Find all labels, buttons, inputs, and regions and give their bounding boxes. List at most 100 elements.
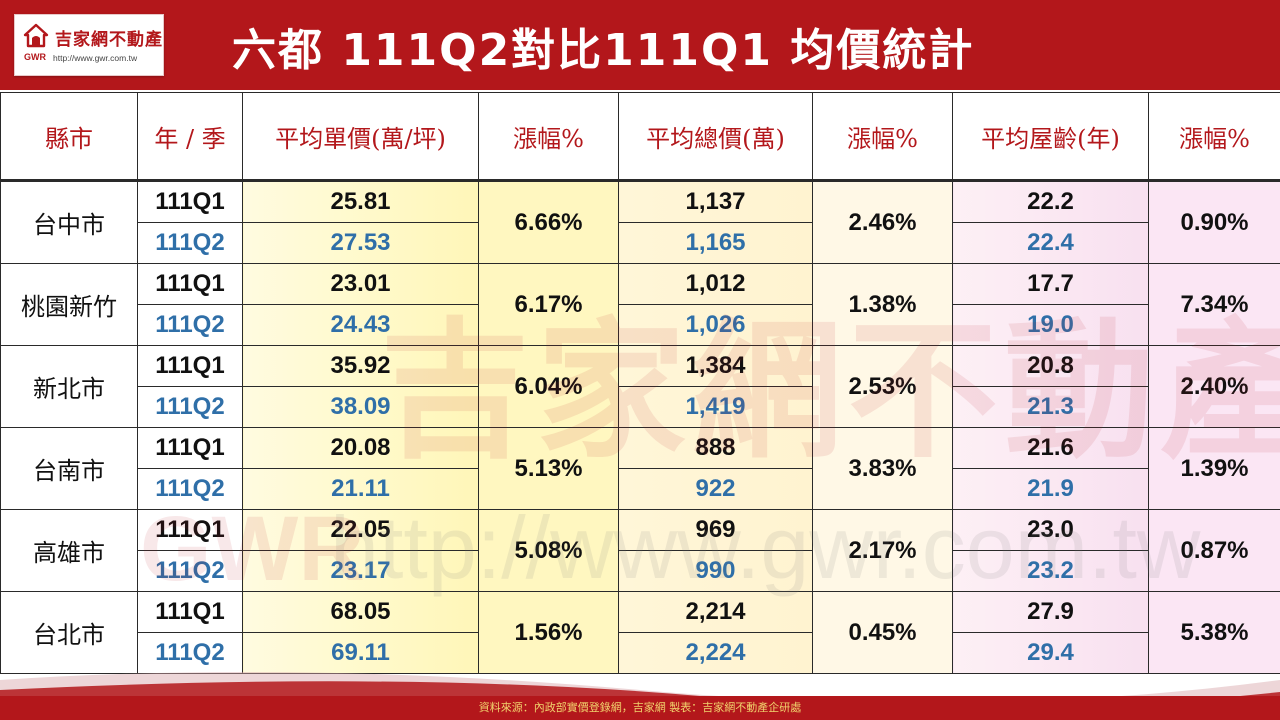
age-change-cell: 0.90% [1148,180,1280,264]
page-title: 六都 111Q2對比111Q1 均價統計 [232,25,975,76]
table-row: 新北市 111Q1 35.92 6.04% 1,384 2.53% 20.8 2… [0,345,1280,428]
table-row: 高雄市 111Q1 22.05 5.08% 969 2.17% 23.0 0.8… [0,509,1280,592]
house-age-cell: 19.0 [952,304,1149,346]
total-change-cell: 2.17% [812,509,953,592]
logo-abbr: GWR [24,52,46,62]
unit-change-cell: 6.04% [478,345,619,428]
house-age-cell: 21.6 [952,427,1149,469]
quarter-cell: 111Q2 [137,222,243,264]
total-price-cell: 1,384 [618,345,813,387]
unit-price-cell: 38.09 [242,386,479,428]
unit-price-cell: 22.05 [242,509,479,551]
city-cell: 台南市 [0,427,138,510]
unit-change-cell: 6.17% [478,263,619,346]
col-header-age-change: 漲幅% [1148,92,1280,181]
unit-change-cell: 5.13% [478,427,619,510]
header-banner: 吉家網不動產 GWR http://www.gwr.com.tw 六都 111Q… [0,0,1280,90]
quarter-cell: 111Q1 [137,509,243,551]
table-row: 111Q2 27.53 1,165 22.4 [1,222,1280,264]
city-cell: 台北市 [0,591,138,674]
total-change-cell: 2.53% [812,345,953,428]
age-change-cell: 1.39% [1148,427,1280,510]
city-cell: 新北市 [0,345,138,428]
quarter-cell: 111Q1 [137,591,243,633]
house-age-cell: 21.3 [952,386,1149,428]
total-change-cell: 2.46% [812,180,953,264]
quarter-cell: 111Q2 [137,468,243,510]
unit-price-cell: 68.05 [242,591,479,633]
unit-price-cell: 25.81 [242,180,479,223]
total-price-cell: 1,012 [618,263,813,305]
age-change-cell: 0.87% [1148,509,1280,592]
col-header-total-price: 平均總價(萬) [618,92,813,181]
house-age-cell: 21.9 [952,468,1149,510]
quarter-cell: 111Q1 [137,263,243,305]
house-age-cell: 17.7 [952,263,1149,305]
unit-change-cell: 5.08% [478,509,619,592]
unit-price-cell: 21.11 [242,468,479,510]
quarter-cell: 111Q1 [137,345,243,387]
total-price-cell: 2,224 [618,632,813,674]
total-price-cell: 990 [618,550,813,592]
total-price-cell: 2,214 [618,591,813,633]
unit-change-cell: 1.56% [478,591,619,674]
table-row: 台南市 111Q1 20.08 5.13% 888 3.83% 21.6 1.3… [0,427,1280,510]
price-statistics-table: 縣市 年 / 季 平均單價(萬/坪) 漲幅% 平均總價(萬) 漲幅% 平均屋齡(… [0,92,1280,674]
city-cell: 高雄市 [0,509,138,592]
table-row: 桃園新竹 111Q1 23.01 6.17% 1,012 1.38% 17.7 … [0,263,1280,346]
house-age-cell: 23.2 [952,550,1149,592]
table-row: 台中市 111Q1 25.81 6.66% 1,137 2.46% 22.2 0… [0,180,1280,264]
brand-logo[interactable]: 吉家網不動產 GWR http://www.gwr.com.tw [14,14,164,76]
logo-url: http://www.gwr.com.tw [53,53,138,63]
house-age-cell: 22.2 [952,180,1149,223]
city-cell: 桃園新竹 [0,263,138,346]
quarter-cell: 111Q1 [137,427,243,469]
city-cell: 台中市 [0,180,138,264]
col-header-unit-price: 平均單價(萬/坪) [242,92,479,181]
quarter-cell: 111Q2 [137,386,243,428]
table-row: 台北市 111Q1 68.05 1.56% 2,214 0.45% 27.9 5… [0,591,1280,674]
col-header-city: 縣市 [0,92,138,181]
house-logo-icon [23,23,49,48]
table-row: 111Q2 23.17 990 23.2 [1,550,1280,592]
footer-source-note: 資料來源：內政部實價登錄網，吉家網 製表：吉家網不動產企研處 [478,701,802,714]
unit-price-cell: 20.08 [242,427,479,469]
col-header-total-change: 漲幅% [812,92,953,181]
total-price-cell: 888 [618,427,813,469]
table-row: 111Q2 24.43 1,026 19.0 [1,304,1280,346]
total-price-cell: 1,137 [618,180,813,223]
total-change-cell: 1.38% [812,263,953,346]
table-row: 111Q2 69.11 2,224 29.4 [1,632,1280,674]
unit-price-cell: 23.01 [242,263,479,305]
unit-price-cell: 27.53 [242,222,479,264]
total-price-cell: 1,419 [618,386,813,428]
total-price-cell: 922 [618,468,813,510]
age-change-cell: 7.34% [1148,263,1280,346]
total-price-cell: 1,165 [618,222,813,264]
age-change-cell: 2.40% [1148,345,1280,428]
table-row: 111Q2 21.11 922 21.9 [1,468,1280,510]
price-table-container: 縣市 年 / 季 平均單價(萬/坪) 漲幅% 平均總價(萬) 漲幅% 平均屋齡(… [0,92,1280,696]
total-change-cell: 0.45% [812,591,953,674]
house-age-cell: 23.0 [952,509,1149,551]
total-change-cell: 3.83% [812,427,953,510]
age-change-cell: 5.38% [1148,591,1280,674]
house-age-cell: 22.4 [952,222,1149,264]
total-price-cell: 969 [618,509,813,551]
unit-change-cell: 6.66% [478,180,619,264]
table-row: 111Q2 38.09 1,419 21.3 [1,386,1280,428]
table-header-row: 縣市 年 / 季 平均單價(萬/坪) 漲幅% 平均總價(萬) 漲幅% 平均屋齡(… [0,92,1280,181]
unit-price-cell: 35.92 [242,345,479,387]
logo-name: 吉家網不動產 [55,30,163,50]
quarter-cell: 111Q2 [137,304,243,346]
quarter-cell: 111Q2 [137,550,243,592]
unit-price-cell: 23.17 [242,550,479,592]
total-price-cell: 1,026 [618,304,813,346]
house-age-cell: 20.8 [952,345,1149,387]
quarter-cell: 111Q2 [137,632,243,674]
footer-bar [0,696,1280,720]
col-header-quarter: 年 / 季 [137,92,243,181]
col-header-unit-change: 漲幅% [478,92,619,181]
unit-price-cell: 24.43 [242,304,479,346]
unit-price-cell: 69.11 [242,632,479,674]
